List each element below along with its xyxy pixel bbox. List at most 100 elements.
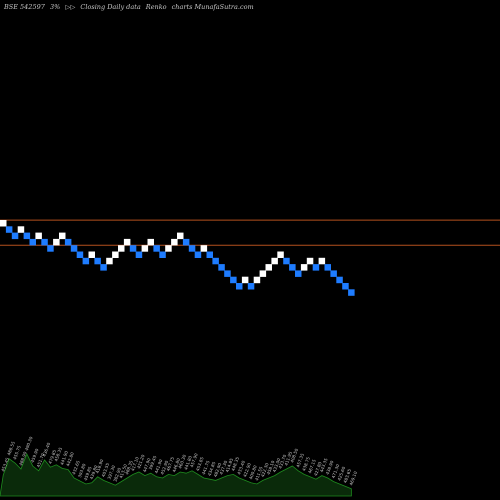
renko-brick: [247, 283, 255, 290]
price-label: 479.85: [47, 449, 57, 465]
price-label: 441.80: [183, 455, 193, 471]
price-label: 434.85: [207, 461, 217, 477]
description-label: Closing Daily data: [80, 3, 141, 11]
renko-brick: [289, 264, 296, 271]
renko-brick: [188, 245, 196, 252]
price-label: 436.40: [42, 442, 52, 458]
renko-brick: [271, 257, 278, 265]
price-label: 418.90: [95, 458, 105, 474]
renko-brick: [17, 226, 25, 233]
price-label: 441.90: [59, 450, 69, 466]
price-label: 457.90: [189, 452, 199, 468]
price-label: 414.85: [224, 457, 234, 473]
price-label: 459.90: [30, 448, 40, 464]
renko-brick: [241, 276, 249, 284]
price-label: 471.30: [331, 463, 341, 479]
price-label: 393.80: [77, 463, 87, 479]
renko-brick: [342, 283, 349, 290]
renko-brick: [200, 245, 208, 252]
price-label: 488.90: [18, 451, 28, 467]
price-label: 413.50: [118, 463, 128, 479]
price-label: 408.50: [289, 448, 299, 464]
renko-brick: [123, 238, 131, 246]
price-label: 488.55: [6, 440, 16, 456]
price-label: 458.35: [53, 446, 63, 462]
renko-brick: [53, 238, 60, 246]
renko-brick: [129, 245, 137, 252]
price-label: 460.30: [177, 454, 187, 470]
price-label: 433.70: [278, 454, 288, 470]
price-label: 439.80: [89, 464, 99, 480]
renko-brick: [64, 238, 72, 246]
renko-brick: [59, 232, 66, 240]
price-label: 421.20: [136, 454, 146, 470]
renko-brick: [47, 245, 54, 252]
price-label: 482.90: [213, 462, 223, 478]
renko-brick: [82, 257, 90, 265]
renko-brick: [171, 238, 178, 246]
renko-brick: [5, 226, 13, 233]
renko-brick: [106, 257, 113, 265]
brick-size-label: 3%: [49, 3, 61, 11]
price-label: 452.90: [160, 460, 170, 476]
price-label: 427.80: [313, 461, 323, 477]
renko-brick: [230, 276, 237, 284]
renko-brick: [283, 257, 290, 265]
price-label: 443.35: [319, 457, 329, 473]
renko-brick: [147, 238, 154, 246]
price-label: 433.40: [236, 460, 246, 476]
renko-brick: [112, 251, 119, 258]
renko-brick: [312, 264, 320, 271]
price-label: 457.35: [295, 452, 305, 468]
site-label: charts MunafaSutra.com: [171, 3, 254, 11]
price-label: 425.60: [337, 466, 347, 482]
price-label: 422.30: [260, 462, 270, 478]
renko-brick: [295, 270, 302, 277]
renko-brick: [212, 257, 219, 265]
price-label: 469.10: [348, 470, 358, 486]
renko-brick: [259, 270, 267, 277]
price-label: 467.15: [307, 458, 317, 474]
renko-brick: [182, 238, 190, 246]
price-label: 467.75: [165, 456, 175, 472]
renko-brick: [253, 276, 261, 284]
price-label: 455.75: [12, 445, 22, 461]
renko-brick: [194, 251, 202, 258]
renko-brick: [206, 251, 213, 258]
renko-brick: [41, 238, 48, 246]
price-label: 382.90: [112, 467, 122, 483]
renko-brick: [35, 232, 42, 240]
price-label: 438.75: [301, 456, 311, 472]
price-label: 432.65: [71, 460, 81, 476]
price-label: 451.70: [36, 452, 46, 468]
price-label: 453.45: [0, 457, 10, 473]
renko-brick: [23, 232, 31, 240]
chart-header: BSE 542597 3% ▷▷ Closing Daily data Renk…: [4, 3, 257, 11]
price-label: 448.35: [230, 456, 240, 472]
price-label: 459.85: [83, 466, 93, 482]
price-label: 483.65: [342, 468, 352, 484]
price-label: 442.80: [65, 451, 75, 467]
renko-brick: [76, 251, 84, 258]
renko-brick: [330, 270, 337, 277]
renko-brick: [177, 232, 184, 240]
renko-brick: [318, 257, 326, 265]
renko-brick: [100, 264, 107, 271]
renko-brick: [165, 245, 172, 252]
renko-brick: [70, 245, 78, 252]
renko-brick: [300, 264, 308, 271]
renko-brick: [224, 270, 231, 277]
renko-brick: [218, 264, 225, 271]
renko-brick: [11, 232, 19, 240]
price-label: 417.10: [130, 456, 140, 472]
price-label: 447.90: [142, 457, 152, 473]
renko-brick: [94, 257, 101, 265]
price-label: 488.35: [124, 460, 134, 476]
renko-brick: [29, 238, 36, 246]
renko-brick: [153, 245, 160, 252]
price-label: 490.30: [24, 436, 34, 452]
renko-brick: [135, 251, 143, 258]
renko-brick: [336, 276, 343, 284]
